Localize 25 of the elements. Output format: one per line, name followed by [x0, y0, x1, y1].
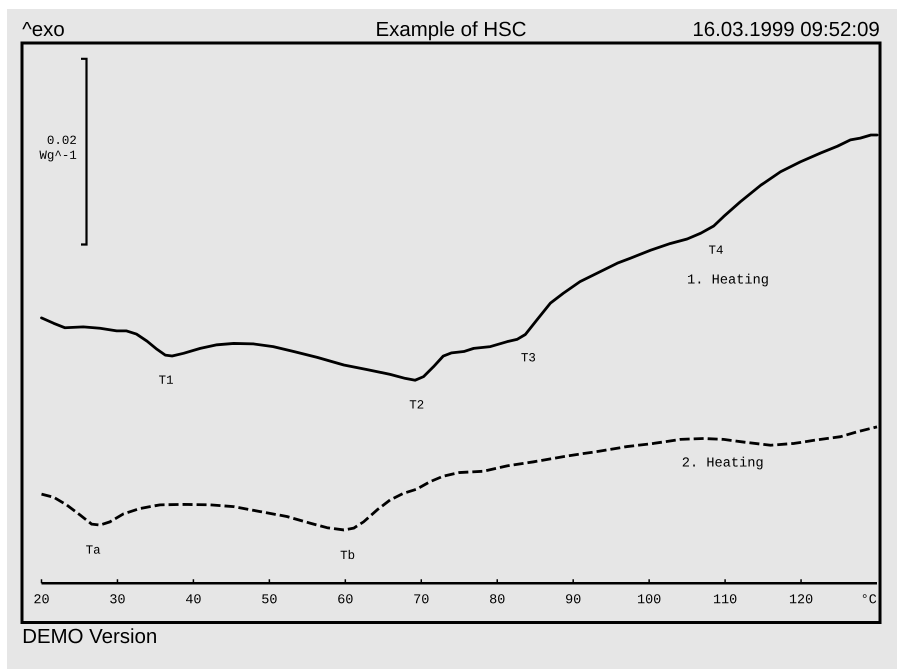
x-tick-label: 70 — [414, 594, 429, 604]
x-tick-label: 50 — [262, 594, 277, 604]
text: ^exo — [22, 22, 64, 36]
x-tick-label: 90 — [566, 594, 580, 604]
annotation: T3 — [521, 353, 536, 362]
annotation: Ta — [86, 545, 100, 554]
x-tick-label: 40 — [186, 594, 201, 604]
text: DEMO Version — [24, 628, 156, 644]
annotation: T1 — [159, 376, 173, 384]
x-tick-label: 20 — [34, 594, 49, 604]
x-tick-label: 60 — [338, 594, 353, 604]
x-axis-title: °C — [862, 594, 876, 604]
series-label: 2. Heating — [682, 456, 762, 470]
annotation: Tb — [340, 550, 354, 560]
x-tick-label: 100 — [638, 594, 660, 604]
annotation: T4 — [708, 246, 723, 254]
annotation: 0.02 Wg^-1 — [39, 136, 76, 162]
chart-title: Example of HSC — [377, 21, 526, 40]
annotation: T2 — [410, 400, 424, 408]
text: 16.03.1999 09:52:09 — [694, 22, 879, 36]
x-tick-label: 110 — [714, 594, 736, 604]
text: 1. Heating — [688, 274, 768, 286]
x-tick-label: 30 — [110, 594, 125, 604]
x-tick-label: 80 — [490, 594, 504, 604]
x-tick-label: 120 — [790, 594, 812, 604]
